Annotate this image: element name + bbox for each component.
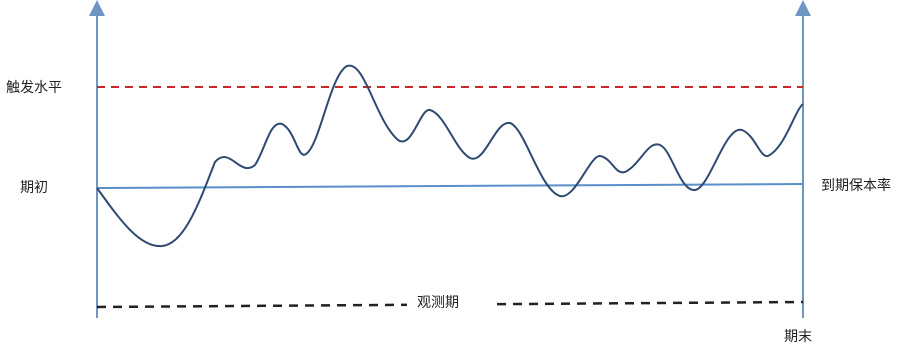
period-start-label: 期初 (20, 179, 48, 196)
trigger-level-label: 触发水平 (6, 80, 62, 96)
observation-label-bg (407, 290, 491, 314)
baseline-line (96, 183, 804, 189)
observation-period-label: 观测期 (417, 295, 459, 311)
period-end-label: 期末 (784, 329, 812, 345)
price-path (96, 64, 804, 248)
protected-rate-label: 到期保本率 (821, 177, 891, 194)
